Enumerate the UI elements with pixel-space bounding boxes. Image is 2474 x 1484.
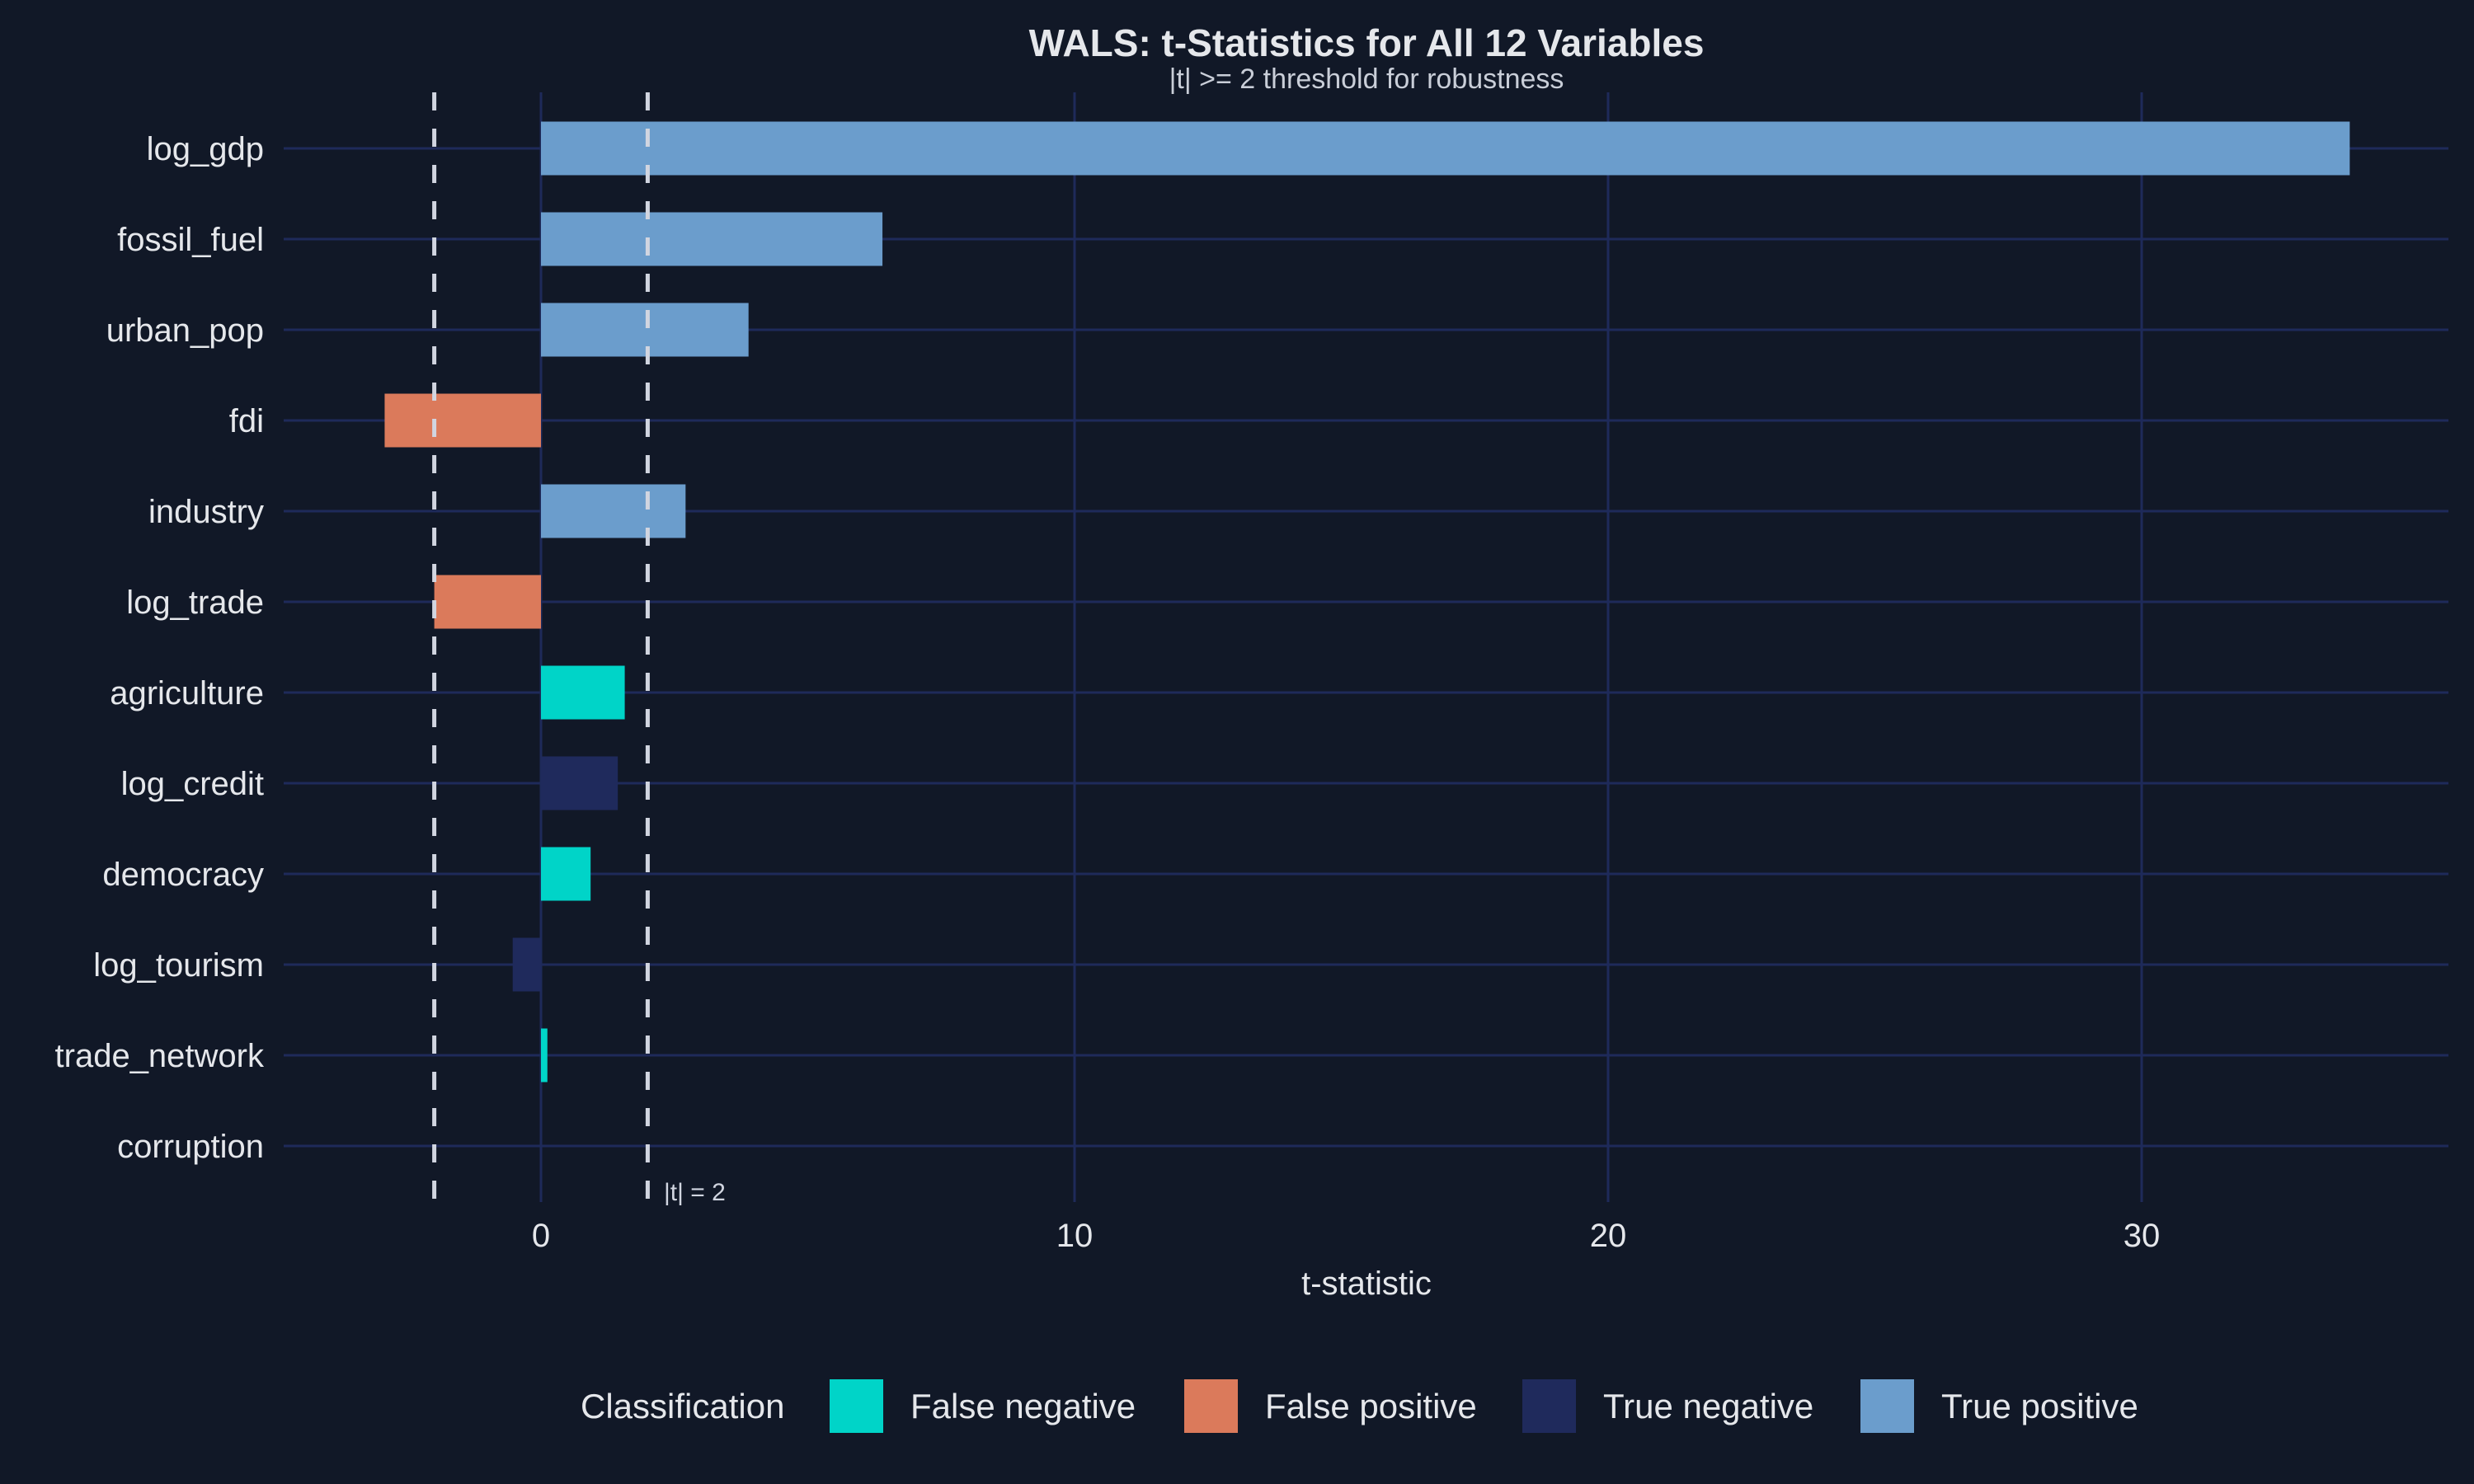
legend-label: False positive	[1265, 1387, 1477, 1425]
chart-title: WALS: t-Statistics for All 12 Variables	[1029, 21, 1705, 64]
legend-key-true-positive	[1860, 1379, 1914, 1433]
legend-key-false-negative	[830, 1379, 883, 1433]
bar-fdi	[384, 393, 541, 448]
bar-urban_pop	[541, 303, 749, 357]
bar-log_credit	[541, 756, 618, 810]
chart-subtitle: |t| >= 2 threshold for robustness	[1169, 63, 1564, 95]
legend-key-false-positive	[1184, 1379, 1238, 1433]
legend-label: False negative	[910, 1387, 1136, 1425]
bar-log_tourism	[512, 937, 541, 992]
bar-industry	[541, 484, 686, 538]
y-label-industry: industry	[148, 494, 264, 530]
legend: Classification False negative False posit…	[581, 1379, 2138, 1433]
y-label-fossil_fuel: fossil_fuel	[117, 222, 264, 258]
bar-trade_network	[541, 1028, 548, 1082]
legend-title: Classification	[581, 1387, 784, 1425]
x-tick-label: 30	[2124, 1218, 2161, 1254]
bar-log_trade	[434, 575, 541, 629]
legend-label: True negative	[1603, 1387, 1813, 1425]
y-label-log_tourism: log_tourism	[93, 947, 264, 984]
y-label-fdi: fdi	[229, 403, 264, 439]
x-axis-label: t-statistic	[1301, 1266, 1432, 1302]
threshold-label: |t| = 2	[664, 1179, 726, 1206]
y-label-trade_network: trade_network	[55, 1038, 265, 1074]
x-tick-label: 0	[532, 1218, 550, 1254]
threshold-lines	[432, 92, 650, 1202]
y-label-log_gdp: log_gdp	[147, 131, 264, 167]
x-tick-label: 10	[1056, 1218, 1094, 1254]
bar-agriculture	[541, 665, 625, 720]
x-axis-ticks: 0 10 20 30	[532, 1218, 2160, 1254]
bar-fossil_fuel	[541, 212, 883, 266]
legend-key-true-negative	[1522, 1379, 1576, 1433]
bar-democracy	[541, 847, 591, 901]
y-label-urban_pop: urban_pop	[106, 312, 264, 349]
x-tick-label: 20	[1590, 1218, 1627, 1254]
y-label-agriculture: agriculture	[110, 675, 264, 711]
y-label-democracy: democracy	[102, 857, 264, 893]
bars	[384, 121, 2350, 1082]
legend-label: True positive	[1941, 1387, 2138, 1425]
y-label-log_credit: log_credit	[121, 766, 264, 802]
bar-log_gdp	[541, 121, 2350, 176]
y-label-corruption: corruption	[117, 1129, 264, 1165]
y-label-log_trade: log_trade	[126, 585, 264, 621]
